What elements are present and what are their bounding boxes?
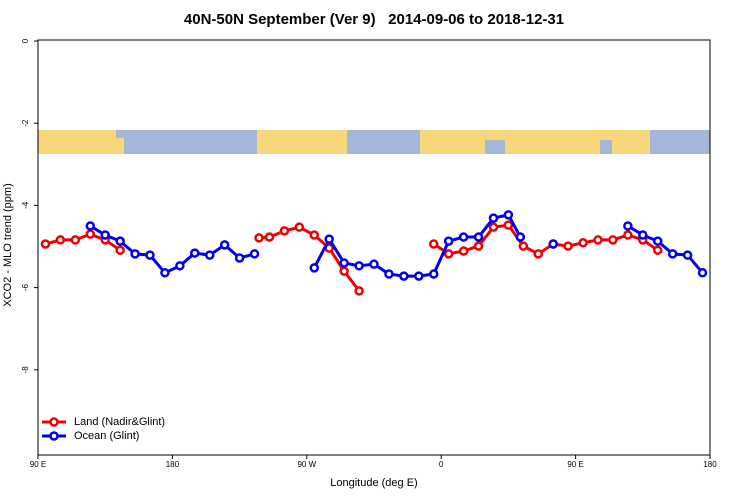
y-tick-label: -8 (21, 366, 30, 374)
data-point (414, 271, 424, 281)
x-axis-label: Longitude (deg E) (330, 477, 417, 489)
data-point (503, 210, 514, 220)
y-tick-label: -4 (21, 201, 30, 209)
data-point (428, 239, 439, 249)
x-tick-label: 90 E (567, 460, 583, 469)
data-point (190, 248, 200, 258)
data-point (428, 269, 439, 279)
data-point (399, 271, 409, 281)
data-point (100, 230, 110, 240)
data-point (339, 258, 349, 268)
plot-frame (37, 39, 711, 456)
data-point (294, 222, 305, 232)
data-point (339, 266, 349, 276)
data-point (234, 253, 245, 263)
data-point (682, 250, 693, 260)
data-point (175, 261, 185, 271)
data-point (309, 230, 320, 240)
legend-label: Land (Nadir&Glint) (74, 416, 165, 428)
data-point (667, 249, 678, 259)
x-tick-label: 180 (703, 460, 717, 469)
data-point (55, 235, 66, 245)
data-point (488, 222, 499, 232)
data-point (204, 250, 215, 260)
data-point (264, 232, 275, 242)
data-point (324, 234, 334, 244)
data-point (623, 221, 633, 231)
data-point (115, 236, 125, 246)
data-point (384, 269, 394, 279)
data-point (503, 220, 514, 230)
map-strip (38, 130, 710, 154)
data-point (458, 246, 469, 256)
data-point (443, 236, 454, 246)
data-point (279, 226, 290, 236)
data-point (219, 240, 230, 250)
data-point (160, 268, 170, 278)
chart-title: 40N-50N September (Ver 9) 2014-09-06 to … (184, 11, 564, 28)
data-point (652, 236, 663, 246)
data-point (473, 241, 484, 251)
x-tick-label: 90 W (297, 460, 316, 469)
data-point (70, 235, 81, 245)
data-point (623, 230, 633, 240)
x-tick-label: 90 E (30, 460, 46, 469)
data-point (638, 230, 648, 240)
data-point (548, 239, 558, 249)
data-point (145, 250, 155, 260)
data-point (130, 249, 140, 259)
y-tick-label: -6 (21, 283, 30, 291)
data-point (473, 232, 484, 242)
data-point (369, 259, 379, 269)
data-point (115, 245, 125, 255)
data-point (578, 238, 588, 248)
data-point (443, 249, 454, 259)
data-point (249, 249, 260, 259)
x-tick-label: 0 (439, 460, 444, 469)
data-point (40, 239, 51, 249)
data-point (458, 232, 469, 242)
data-point (309, 263, 320, 273)
data-point (354, 286, 364, 296)
data-point (254, 233, 264, 243)
y-axis-label: XCO2 - MLO trend (ppm) (2, 183, 14, 306)
data-point (563, 241, 573, 251)
legend-label: Ocean (Glint) (74, 430, 139, 442)
data-point (85, 221, 96, 231)
data-point (518, 241, 529, 251)
y-tick-label: 0 (21, 38, 30, 43)
data-point (608, 235, 618, 245)
data-point (85, 229, 96, 239)
data-point (533, 249, 544, 259)
legend-marker (49, 431, 59, 441)
y-tick-label: -2 (21, 119, 30, 127)
data-point (652, 245, 663, 255)
data-point (697, 268, 708, 278)
data-point (354, 261, 364, 271)
data-point (593, 235, 603, 245)
data-point (515, 232, 526, 242)
legend-marker (49, 417, 59, 427)
data-point (488, 213, 499, 223)
x-tick-label: 180 (166, 460, 180, 469)
